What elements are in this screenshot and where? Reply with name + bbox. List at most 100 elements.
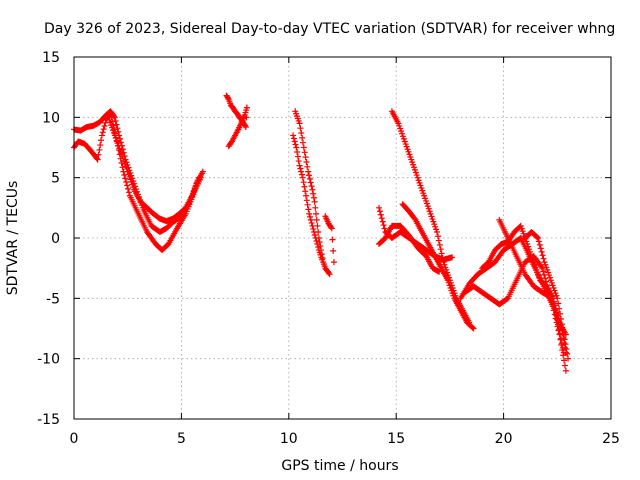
data-point-trail <box>434 233 446 261</box>
series-arc-3c <box>322 213 337 266</box>
data-point <box>376 204 383 211</box>
data-point-trail <box>229 133 238 143</box>
data-point-trail <box>424 254 435 270</box>
x-tick-label: 10 <box>280 431 298 447</box>
data-point-trail <box>409 159 420 179</box>
data-point-trail <box>559 330 569 351</box>
data-point-trail <box>376 208 388 232</box>
data-point-trail <box>294 149 302 165</box>
data-point-trail <box>419 230 431 246</box>
data-point-trail <box>497 296 510 307</box>
data-point-trail <box>106 116 117 136</box>
data-point <box>565 355 572 362</box>
data-point-trail <box>402 141 414 160</box>
data-point-trail <box>89 149 100 162</box>
data-point-trail <box>95 137 105 158</box>
series-arc-10 <box>496 216 569 356</box>
data-point <box>94 156 101 163</box>
data-point-trail <box>242 107 250 116</box>
data-point <box>539 265 546 272</box>
series-arc-1b <box>71 110 204 254</box>
data-point <box>313 216 320 223</box>
data-point-trail <box>531 283 545 295</box>
x-tick-label: 5 <box>177 431 186 447</box>
data-point-trail <box>136 212 150 233</box>
data-point <box>560 331 567 338</box>
data-point-trail <box>127 194 141 215</box>
data-point-trail <box>177 205 188 217</box>
data-point-trail <box>290 135 299 148</box>
data-point-trail <box>190 177 201 197</box>
x-tick-label: 25 <box>602 431 620 447</box>
data-point-trail <box>314 222 322 235</box>
data-point-trail <box>415 245 429 259</box>
data-point-trail <box>144 230 158 246</box>
data-point-trail <box>428 213 440 233</box>
y-tick-label: -10 <box>37 352 60 368</box>
data-point <box>554 295 561 302</box>
chart-title: Day 326 of 2023, Sidereal Day-to-day VTE… <box>44 21 615 37</box>
data-point-trail <box>398 224 412 238</box>
data-point-trail <box>151 211 162 222</box>
data-point-trail <box>144 205 156 217</box>
data-point-trail <box>523 272 536 288</box>
data-point <box>309 186 316 193</box>
data-point-trail <box>480 259 491 271</box>
data-point-trail <box>561 336 571 357</box>
data-point-trail <box>97 112 109 125</box>
data-points <box>71 92 572 374</box>
data-point-trail <box>497 218 510 239</box>
data-point-trail <box>505 237 519 258</box>
data-point-trail <box>232 127 241 137</box>
data-point <box>306 210 313 217</box>
data-point-trail <box>553 309 564 329</box>
data-point-trail <box>544 284 556 300</box>
data-point-trail <box>138 199 150 210</box>
data-point-trail <box>305 172 315 190</box>
data-point <box>300 144 307 151</box>
data-point-trail <box>293 110 302 124</box>
data-point <box>562 367 569 374</box>
data-point-trail <box>525 243 536 263</box>
data-point <box>107 110 114 117</box>
data-point-trail <box>123 159 137 185</box>
series-arc-1c <box>105 114 202 225</box>
data-point-trail <box>407 233 420 250</box>
y-axis-label: SDTVAR / TECUs <box>5 181 21 296</box>
data-point-trail <box>439 266 450 282</box>
data-point-trail <box>99 119 109 136</box>
data-point-trail <box>396 122 407 142</box>
data-point-trail <box>529 229 541 241</box>
data-point <box>309 222 316 229</box>
data-point <box>434 228 441 235</box>
data-point-trail <box>492 248 506 264</box>
data-point-trail <box>300 179 309 195</box>
data-point-trail <box>323 266 332 276</box>
data-point-trail <box>226 98 234 107</box>
data-point-trail <box>452 297 463 312</box>
series-arc-2b <box>225 104 250 150</box>
axis-ticks: 0 5 10 15 20 25 -15 -10 -5 0 5 10 15 <box>37 50 620 447</box>
data-point-trail <box>82 141 94 154</box>
data-point-trail <box>535 238 547 262</box>
data-point-trail <box>112 117 122 135</box>
data-point <box>242 123 249 130</box>
data-point-trail <box>316 249 325 261</box>
data-point-trail <box>239 113 247 124</box>
data-point <box>195 174 202 181</box>
data-point-trail <box>422 195 433 215</box>
data-point-trail <box>323 215 331 225</box>
data-point-trail <box>415 177 427 197</box>
data-point-trail <box>237 115 244 122</box>
data-point-trail <box>432 254 444 270</box>
data-point-trail <box>326 221 334 231</box>
data-point-trail <box>505 279 519 300</box>
data-point-trail <box>224 93 231 102</box>
data-point-trail <box>132 188 143 204</box>
data-point-trail <box>383 224 394 240</box>
data-point-trail <box>542 261 553 281</box>
data-point-trail <box>484 259 498 271</box>
y-tick-label: 15 <box>42 50 60 66</box>
y-tick-label: 0 <box>51 231 60 247</box>
